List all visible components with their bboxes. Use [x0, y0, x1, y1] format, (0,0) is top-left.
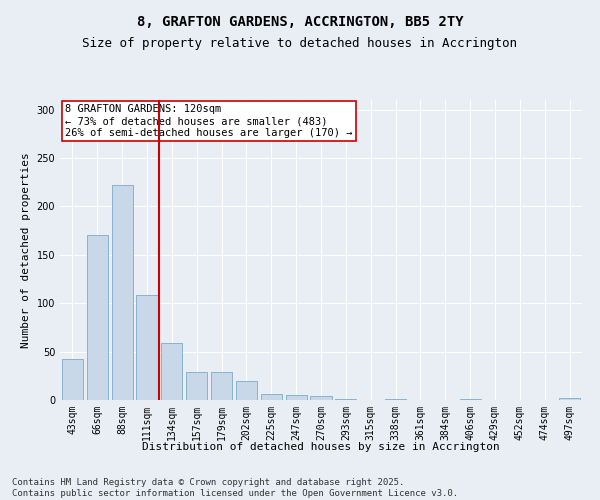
Bar: [559, 398, 580, 400]
Bar: [236, 380, 257, 400]
Bar: [385, 399, 406, 400]
Text: Contains HM Land Registry data © Crown copyright and database right 2025.
Contai: Contains HM Land Registry data © Crown c…: [12, 478, 458, 498]
Bar: [335, 399, 356, 400]
Y-axis label: Number of detached properties: Number of detached properties: [21, 152, 31, 348]
Bar: [310, 396, 332, 400]
Text: 8 GRAFTON GARDENS: 120sqm
← 73% of detached houses are smaller (483)
26% of semi: 8 GRAFTON GARDENS: 120sqm ← 73% of detac…: [65, 104, 353, 138]
Bar: [186, 372, 207, 400]
Bar: [286, 395, 307, 400]
Bar: [112, 185, 133, 400]
Bar: [136, 294, 158, 400]
Text: Distribution of detached houses by size in Accrington: Distribution of detached houses by size …: [142, 442, 500, 452]
Bar: [261, 394, 282, 400]
Bar: [62, 360, 83, 400]
Bar: [460, 399, 481, 400]
Bar: [87, 236, 108, 400]
Text: Size of property relative to detached houses in Accrington: Size of property relative to detached ho…: [83, 38, 517, 51]
Bar: [161, 343, 182, 400]
Text: 8, GRAFTON GARDENS, ACCRINGTON, BB5 2TY: 8, GRAFTON GARDENS, ACCRINGTON, BB5 2TY: [137, 15, 463, 29]
Bar: [211, 372, 232, 400]
